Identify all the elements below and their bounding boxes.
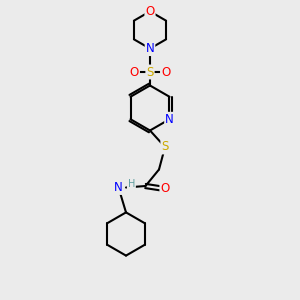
- Text: O: O: [130, 65, 139, 79]
- Text: H: H: [128, 179, 135, 189]
- Text: O: O: [161, 65, 170, 79]
- Text: O: O: [160, 182, 169, 196]
- Text: N: N: [165, 113, 174, 126]
- Text: S: S: [146, 65, 154, 79]
- Text: N: N: [114, 181, 123, 194]
- Text: N: N: [146, 42, 154, 55]
- Text: S: S: [161, 140, 169, 154]
- Text: O: O: [146, 5, 154, 18]
